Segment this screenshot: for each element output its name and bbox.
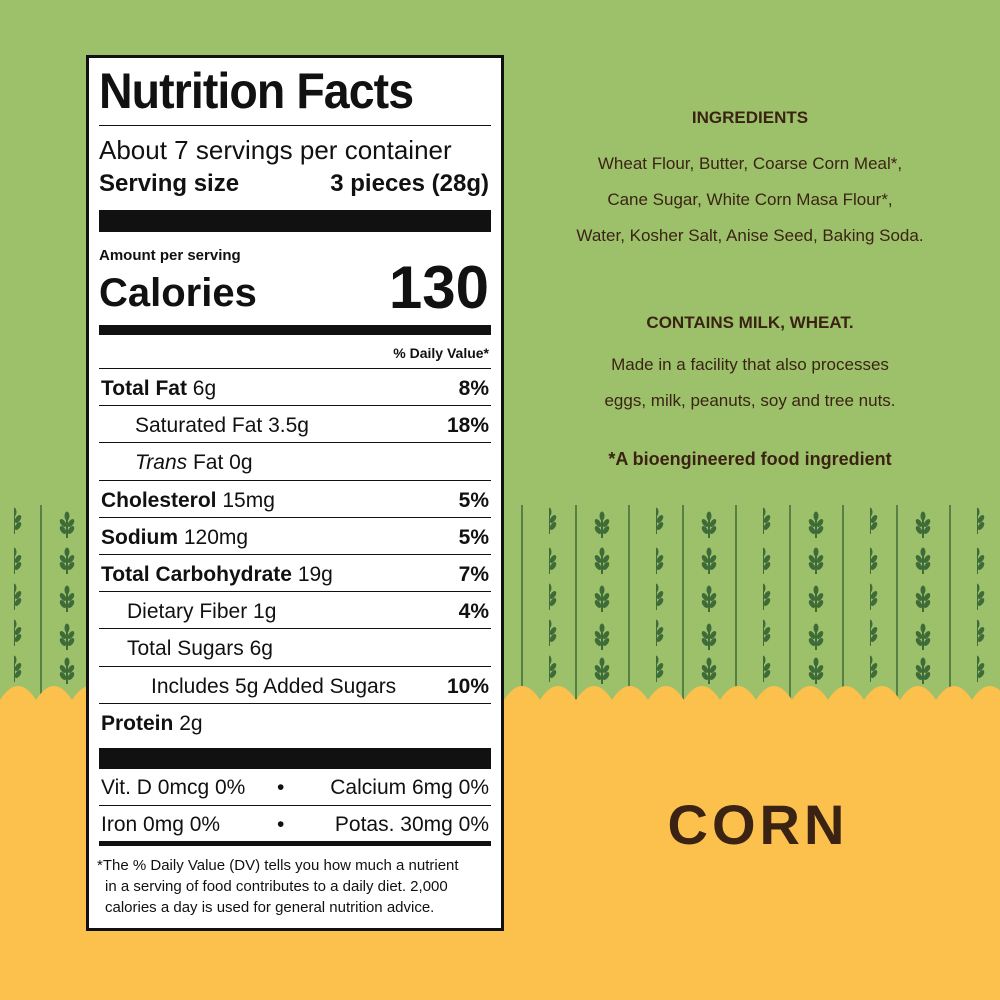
daily-value: 4%	[458, 600, 489, 624]
rule	[99, 405, 491, 407]
nutrient-row: Total Carbohydrate 19g	[101, 564, 333, 585]
rule	[99, 665, 491, 667]
serving-size-label: Serving size	[99, 170, 240, 197]
nutrient-amount: 2g	[179, 711, 203, 735]
nutrient-amount: 1g	[253, 600, 277, 624]
nutrient-amount: 3.5g	[268, 414, 309, 438]
serving-size: 3 pieces (28g)	[330, 170, 489, 197]
nutrient-name: Sodium	[101, 525, 178, 549]
nutrient-prefix: Trans	[135, 451, 188, 475]
nutrient-row: Dietary Fiber 1g	[127, 601, 276, 622]
rule	[99, 591, 491, 593]
ingredients-line: Wheat Flour, Butter, Coarse Corn Meal*,	[597, 154, 903, 173]
facility-line: eggs, milk, peanuts, soy and tree nuts.	[604, 391, 896, 410]
ingredients-heading: INGREDIENTS	[691, 108, 809, 127]
ingredients: INGREDIENTS Wheat Flour, Butter, Coarse …	[500, 100, 1000, 254]
rule	[99, 805, 491, 806]
vitamin: Potas. 30mg 0%	[334, 813, 489, 836]
contains: CONTAINS MILK, WHEAT.	[646, 313, 854, 332]
nutrient-row: Total Sugars 6g	[127, 638, 273, 659]
nutrient-name: Includes 5g Added Sugars	[151, 674, 397, 698]
allergens: CONTAINS MILK, WHEAT. Made in a facility…	[500, 305, 1000, 477]
nutrient-name: Fat	[192, 451, 224, 475]
bullet: •	[277, 813, 285, 836]
daily-value: 18%	[446, 414, 489, 438]
label-title: Nutrition Facts	[99, 63, 414, 119]
rule	[99, 368, 491, 369]
daily-value: 8%	[458, 377, 489, 400]
nutrient-row: Sodium 120mg	[101, 527, 248, 548]
nutrient-row: Cholesterol 15mg	[101, 490, 275, 511]
rule	[99, 516, 491, 518]
footnote: calories a day is used for general nutri…	[105, 899, 435, 916]
rule	[99, 125, 491, 126]
bullet: •	[277, 776, 285, 799]
daily-value: 7%	[458, 563, 489, 586]
bioengineered-note: *A bioengineered food ingredient	[608, 449, 892, 469]
footnote: in a serving of food contributes to a da…	[105, 878, 448, 895]
footnote: *The % Daily Value (DV) tells you how mu…	[97, 857, 459, 874]
nutrient-name: Total Sugars	[127, 637, 244, 661]
nutrient-name: Dietary Fiber	[127, 600, 248, 624]
daily-value: 5%	[458, 488, 489, 512]
vitamin: Vit. D 0mcg 0%	[101, 776, 246, 799]
nutrient-name: Total Carbohydrate	[101, 563, 292, 586]
servings: About 7 servings per container	[99, 135, 452, 165]
rule	[99, 628, 491, 630]
calories-value: 130	[388, 254, 489, 321]
nutrient-amount: 15mg	[222, 488, 275, 512]
nutrition-label: Nutrition Facts About 7 servings per con…	[86, 55, 504, 931]
nutrient-row: Saturated Fat 3.5g	[135, 415, 309, 436]
rule	[99, 702, 491, 704]
ingredients-line: Cane Sugar, White Corn Masa Flour*,	[607, 190, 893, 209]
rule	[99, 479, 491, 481]
vitamin: Iron 0mg 0%	[101, 813, 221, 836]
nutrient-row: Includes 5g Added Sugars	[151, 676, 396, 697]
nutrient-name: Cholesterol	[101, 488, 217, 512]
daily-value-header: % Daily Value*	[393, 345, 489, 361]
thick-rule	[99, 210, 491, 232]
rule	[99, 442, 491, 444]
calories-label: Calories	[99, 271, 257, 315]
nutrient-row: Trans Fat 0g	[135, 452, 253, 473]
facility-line: Made in a facility that also processes	[611, 355, 889, 374]
nutrient-amount: 0g	[229, 451, 253, 475]
nutrient-amount: 6g	[249, 637, 273, 661]
vitamin: Calcium 6mg 0%	[330, 776, 489, 799]
medium-rule	[99, 841, 491, 846]
medium-rule	[99, 325, 491, 335]
nutrient-name: Saturated Fat	[135, 414, 263, 438]
nutrient-amount: 120mg	[183, 525, 249, 549]
flavor: CORN	[667, 793, 849, 856]
daily-value: 5%	[458, 525, 489, 549]
amount-per-serving: Amount per serving	[99, 247, 241, 264]
nutrient-row: Protein 2g	[101, 713, 203, 734]
nutrient-name: Total Fat	[101, 377, 187, 400]
nutrient-name: Protein	[101, 711, 174, 735]
daily-value: 10%	[446, 674, 489, 698]
nutrient-amount: 6g	[192, 377, 217, 400]
ingredients-line: Water, Kosher Salt, Anise Seed, Baking S…	[576, 226, 924, 245]
nutrient-row: Total Fat 6g	[101, 378, 216, 399]
nutrient-amount: 19g	[297, 563, 333, 586]
thick-rule	[99, 748, 491, 769]
rule	[99, 554, 491, 555]
